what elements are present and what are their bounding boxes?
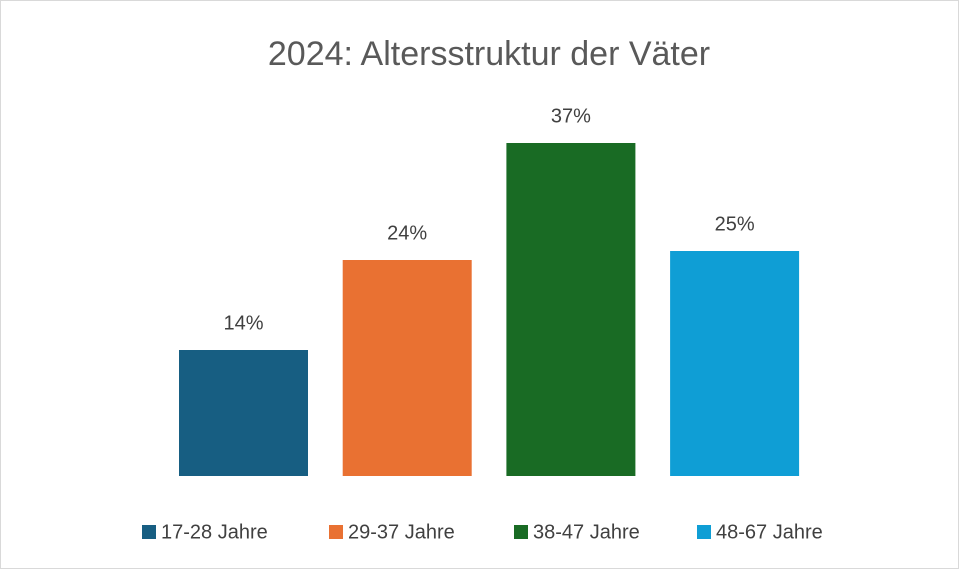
legend-label: 38-47 Jahre	[533, 521, 640, 543]
chart-title: 2024: Altersstruktur der Väter	[268, 35, 710, 73]
legend-swatch	[514, 525, 528, 539]
legend-label: 29-37 Jahre	[348, 521, 455, 543]
bar	[506, 143, 636, 476]
data-label: 14%	[223, 312, 263, 334]
legend-swatch	[697, 525, 711, 539]
bar	[179, 350, 308, 476]
data-label: 25%	[715, 213, 755, 235]
legend-swatch	[142, 525, 156, 539]
legend-label: 48-67 Jahre	[716, 521, 823, 543]
legend-label: 17-28 Jahre	[161, 521, 268, 543]
bar	[342, 260, 472, 476]
data-label: 24%	[387, 222, 427, 244]
data-label: 37%	[551, 105, 591, 127]
bar	[670, 251, 800, 476]
legend-swatch	[329, 525, 343, 539]
